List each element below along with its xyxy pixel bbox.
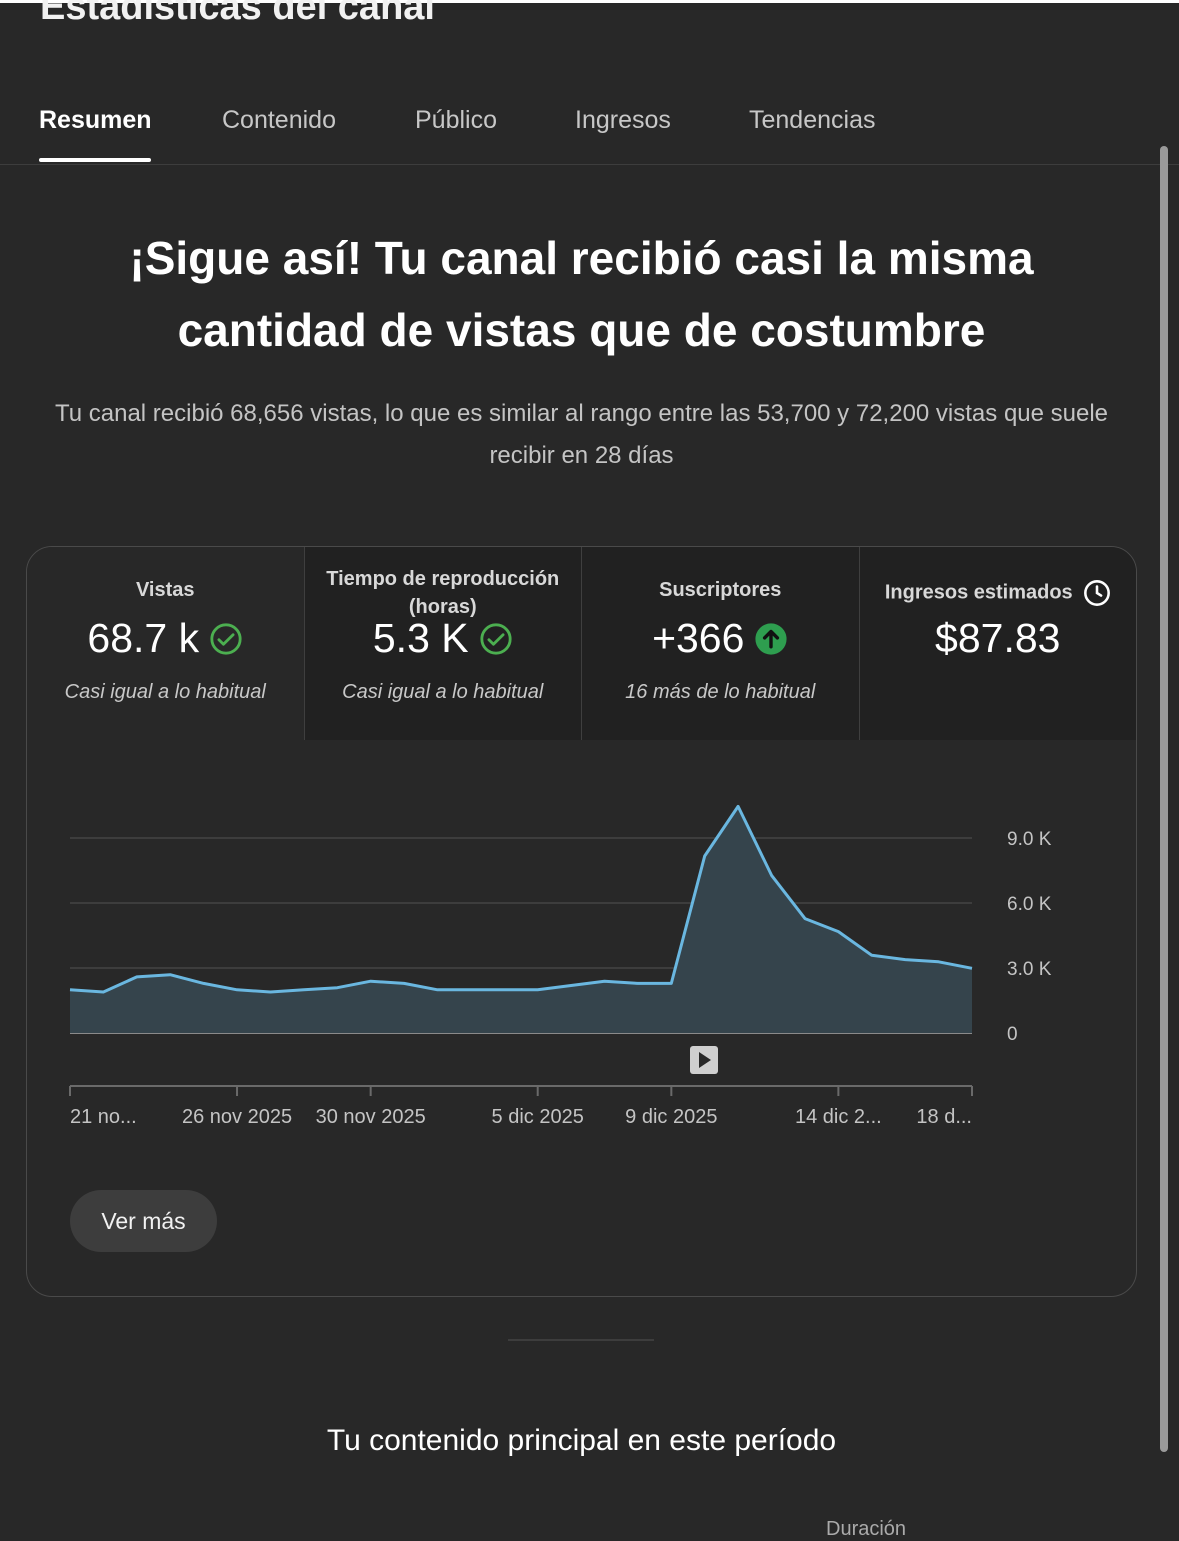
tab-resumen[interactable]: Resumen [39,106,152,134]
metric-label-row: Ingresos estimados [860,579,1137,607]
y-tick-label: 6.0 K [1007,894,1052,915]
metric-value-row: $87.83 [860,615,1137,662]
metric-note: Casi igual a lo habitual [64,681,266,703]
check-circle-icon [210,622,242,655]
section-divider [508,1339,654,1341]
metric-label: Tiempo de reproducción (horas) [326,568,560,618]
tab-ingresos[interactable]: Ingresos [575,106,671,134]
metric-watch-time[interactable]: Tiempo de reproducción (horas) 5.3 K Cas… [304,547,582,740]
x-tick-label: 30 nov 2025 [316,1106,426,1128]
tab-bar: Resumen Contenido Público Ingresos Tende… [0,92,1179,165]
metric-label: Suscriptores [659,579,782,601]
chart-area-fill [70,806,972,1033]
metrics-row: Vistas 68.7 k Casi igual a lo habitual T… [27,547,1136,740]
play-icon[interactable] [690,1046,718,1074]
y-tick-label: 3.0 K [1007,959,1052,980]
x-tick-label: 9 dic 2025 [625,1106,717,1128]
metric-value: 68.7 k [87,615,200,661]
metric-revenue[interactable]: Ingresos estimados $87.83 [859,547,1137,740]
page-title: Estadísticas del canal [40,0,435,28]
metric-label: Ingresos estimados [884,581,1073,604]
see-more-button[interactable]: Ver más [70,1190,217,1252]
tab-tendencias[interactable]: Tendencias [749,106,876,134]
arrow-up-circle-icon [755,622,788,655]
metric-label: Vistas [135,579,195,601]
channel-summary-card: Vistas 68.7 k Casi igual a lo habitual T… [26,546,1137,1297]
metric-note: Casi igual a lo habitual [342,681,544,703]
scrollbar[interactable] [1160,146,1168,1452]
x-tick-label: 21 no... [70,1106,137,1128]
views-chart: 9.0 K 6.0 K 3.0 K 0 21 no... 26 nov 2025 30 n… [69,804,1052,1128]
metric-value-row: 68.7 k [27,615,304,662]
summary-description: Tu canal recibió 68,656 vistas, lo que e… [54,400,1109,469]
metric-value-row: +366 [582,615,859,662]
top-edge [0,0,1179,3]
x-tick-label: 26 nov 2025 [182,1106,292,1128]
tab-contenido[interactable]: Contenido [222,106,336,134]
top-content-title: Tu contenido principal en este período [326,1424,837,1457]
x-tick-label: 14 dic 2... [795,1106,882,1128]
metric-value: $87.83 [935,615,1061,661]
metric-value: +366 [652,615,745,661]
metric-note: 16 más de lo habitual [625,681,816,703]
summary-headline: ¡Sigue así! Tu canal recibió casi la mis… [129,232,1034,356]
chart-series-line [69,804,973,994]
metric-views[interactable]: Vistas 68.7 k Casi igual a lo habitual [27,547,305,740]
check-circle-icon [480,622,512,655]
metric-subscribers[interactable]: Suscriptores +366 16 más de lo habitual [582,547,860,740]
metric-value: 5.3 K [372,615,469,661]
duration-column-header: Duración [826,1518,907,1540]
metric-value-row: 5.3 K [305,615,582,662]
x-tick-label: 5 dic 2025 [492,1106,584,1128]
y-tick-label: 9.0 K [1007,829,1052,850]
x-tick-label: 18 d... [916,1106,972,1128]
active-tab-indicator [39,158,151,162]
y-tick-label: 0 [1007,1024,1018,1045]
clock-icon[interactable] [1083,579,1111,607]
tab-publico[interactable]: Público [415,106,497,134]
